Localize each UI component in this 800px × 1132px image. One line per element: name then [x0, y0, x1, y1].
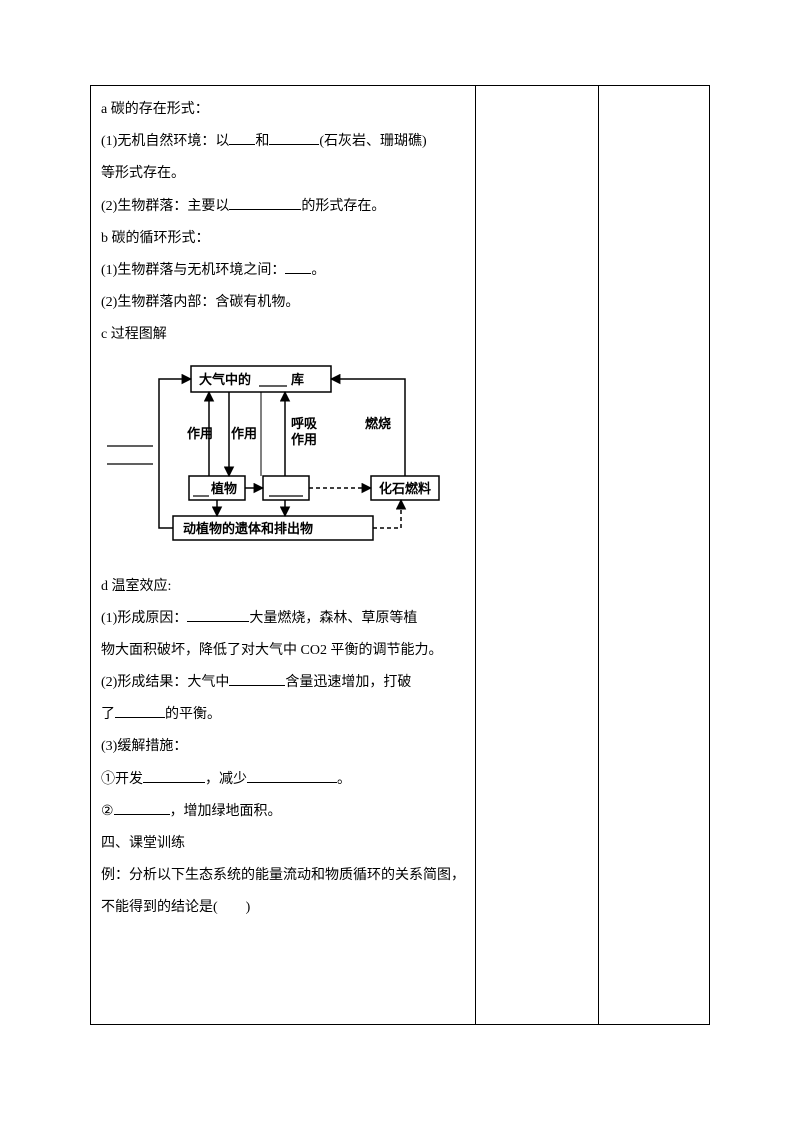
- arrow-remains-to-atm: [159, 379, 191, 528]
- right-column: [599, 86, 710, 1025]
- blank[interactable]: [285, 256, 311, 274]
- blank[interactable]: [247, 765, 337, 783]
- action-label-1: 作用: [187, 426, 213, 441]
- a1-pre: (1)无机自然环境：以: [101, 134, 229, 149]
- blank[interactable]: [229, 668, 285, 686]
- blank[interactable]: [115, 700, 165, 718]
- d2-l2-pre: 了: [101, 707, 115, 722]
- d3-1-mid: ，减少: [205, 772, 247, 787]
- action-label-2: 作用: [231, 426, 257, 441]
- diagram-svg: 大气中的 库 植物 化石燃料: [101, 358, 461, 553]
- respiration-label-2: 作用: [291, 432, 317, 447]
- blank[interactable]: [187, 604, 249, 622]
- d2-line: (2)形成结果：大气中 含量迅速增加，打破: [101, 667, 465, 699]
- d-heading: d 温室效应:: [101, 571, 465, 603]
- section4-heading: 四、课堂训练: [101, 828, 465, 860]
- atmosphere-label-post: 库: [291, 372, 304, 387]
- d3-2: ② ，增加绿地面积。: [101, 796, 465, 828]
- worksheet-table: a 碳的存在形式： (1)无机自然环境：以 和 (石灰岩、珊瑚礁) 等形式存在。 (…: [90, 85, 710, 1025]
- b1-line: (1)生物群落与无机环境之间： 。: [101, 255, 465, 287]
- remains-label: 动植物的遗体和排出物: [183, 521, 313, 536]
- middle-column: [476, 86, 599, 1025]
- d1-line2: 物大面积破坏，降低了对大气中 CO2 平衡的调节能力。: [101, 635, 465, 667]
- d2-mid: 含量迅速增加，打破: [285, 675, 411, 690]
- d3-1: ①开发 ，减少 。: [101, 764, 465, 796]
- b1-post: 。: [311, 263, 325, 278]
- d1-post: 大量燃烧，森林、草原等植: [249, 611, 417, 626]
- a2-pre: (2)生物群落：主要以: [101, 199, 229, 214]
- blank[interactable]: [229, 192, 301, 210]
- blank[interactable]: [269, 127, 319, 145]
- plant-label: 植物: [210, 481, 237, 496]
- example-line1: 例：分析以下生态系统的能量流动和物质循环的关系简图，: [101, 860, 465, 892]
- main-column: a 碳的存在形式： (1)无机自然环境：以 和 (石灰岩、珊瑚礁) 等形式存在。 (…: [91, 86, 476, 1025]
- a2-line: (2)生物群落：主要以 的形式存在。: [101, 191, 465, 223]
- d3-heading: (3)缓解措施：: [101, 731, 465, 763]
- a1-post: (石灰岩、珊瑚礁): [319, 134, 426, 149]
- a2-post: 的形式存在。: [301, 199, 385, 214]
- fossil-fuel-label: 化石燃料: [379, 481, 431, 496]
- b-heading: b 碳的循环形式：: [101, 223, 465, 255]
- blank[interactable]: [229, 127, 255, 145]
- c-heading: c 过程图解: [101, 319, 465, 351]
- atmosphere-label-pre: 大气中的: [199, 372, 251, 387]
- arrow-remains-to-fuel: [373, 500, 401, 528]
- example-line2: 不能得到的结论是( ): [101, 892, 465, 924]
- a1-line2: 等形式存在。: [101, 158, 465, 190]
- respiration-label-1: 呼吸: [291, 416, 318, 431]
- a1-line: (1)无机自然环境：以 和 (石灰岩、珊瑚礁): [101, 126, 465, 158]
- d1-line: (1)形成原因： 大量燃烧，森林、草原等植: [101, 603, 465, 635]
- d3-1-pre: ①开发: [101, 772, 143, 787]
- combustion-label: 燃烧: [365, 416, 391, 431]
- d2-pre: (2)形成结果：大气中: [101, 675, 229, 690]
- d2-line2: 了 的平衡。: [101, 699, 465, 731]
- carbon-cycle-diagram: 大气中的 库 植物 化石燃料: [101, 352, 465, 571]
- b1-pre: (1)生物群落与无机环境之间：: [101, 263, 285, 278]
- blank[interactable]: [114, 797, 170, 815]
- d3-1-post: 。: [337, 772, 351, 787]
- d3-2-pre: ②: [101, 804, 114, 819]
- d1-pre: (1)形成原因：: [101, 611, 187, 626]
- a1-mid: 和: [255, 134, 269, 149]
- page: a 碳的存在形式： (1)无机自然环境：以 和 (石灰岩、珊瑚礁) 等形式存在。 (…: [0, 0, 800, 1132]
- a-heading: a 碳的存在形式：: [101, 94, 465, 126]
- blank[interactable]: [143, 765, 205, 783]
- d3-2-post: ，增加绿地面积。: [170, 804, 282, 819]
- d2-l2-post: 的平衡。: [165, 707, 221, 722]
- b2-line: (2)生物群落内部：含碳有机物。: [101, 287, 465, 319]
